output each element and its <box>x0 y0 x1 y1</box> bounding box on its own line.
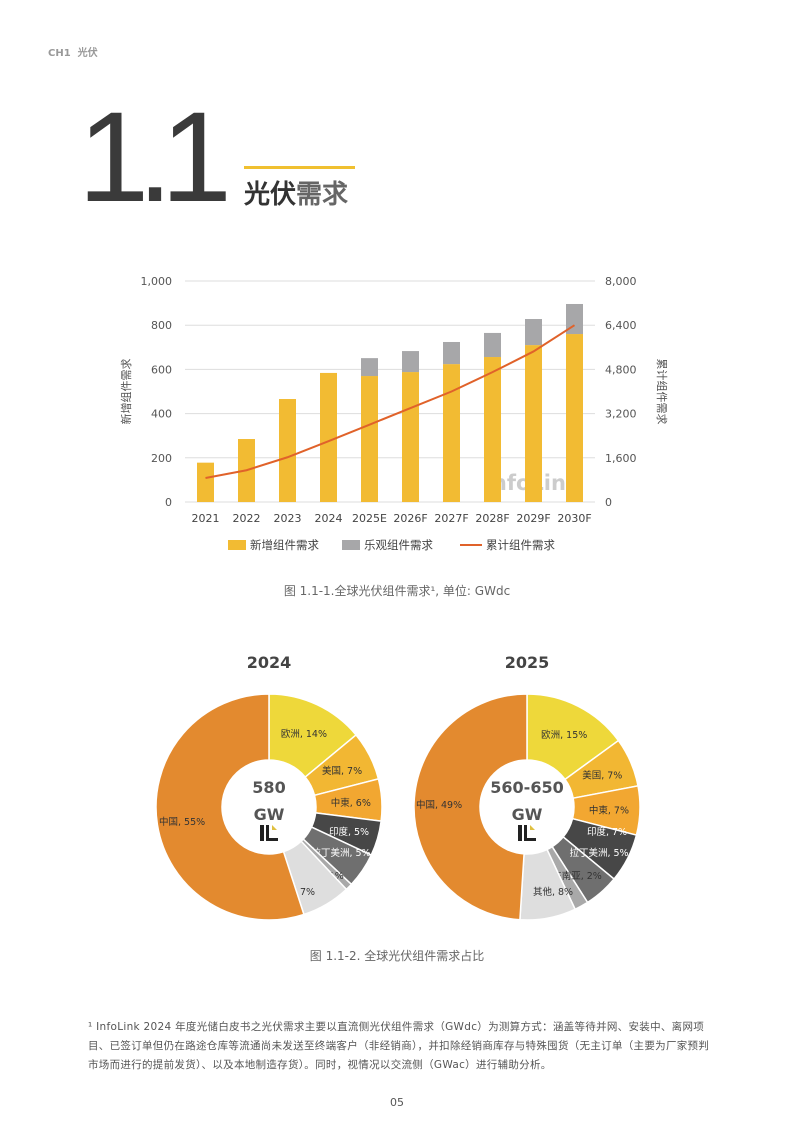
legend-label: 累计组件需求 <box>486 538 555 552</box>
footnote: ¹ InfoLink 2024 年度光储白皮书之光伏需求主要以直流侧光伏组件需求… <box>88 1021 710 1071</box>
legend-label: 乐观组件需求 <box>364 538 433 552</box>
bar-new <box>484 357 501 502</box>
cumulative-line <box>205 324 576 479</box>
y2-axis-label: 累计组件需求 <box>655 359 669 425</box>
accent-line <box>244 166 355 169</box>
bar-new <box>566 334 583 502</box>
bar-optimistic <box>525 319 542 346</box>
y2-tick-label: 6,400 <box>605 319 637 332</box>
bar-new <box>279 399 296 502</box>
donut-center-unit: GW <box>512 805 543 824</box>
bar-new <box>320 372 337 502</box>
x-tick-label: 2027F <box>434 512 468 525</box>
slice-label: 中国, 49% <box>416 799 462 811</box>
bar-optimistic <box>443 341 460 365</box>
section-title: 光伏需求 <box>244 174 348 211</box>
donut-slice <box>413 693 528 921</box>
slice-label: 欧洲, 14% <box>281 728 327 740</box>
section-title-b: 需求 <box>296 180 349 210</box>
y-tick-label: 800 <box>151 319 172 332</box>
section-title-a: 光伏 <box>244 180 297 210</box>
figure2-caption: 图 1.1-2. 全球光伏组件需求占比 <box>309 949 485 963</box>
x-tick-label: 2022 <box>233 512 261 525</box>
slice-label: 中東, 6% <box>331 797 371 809</box>
share-donut-charts: 2024 欧洲, 14% 美国, 7% 中東, 6% 印度, 5% 拉丁美洲, 5% 东南亚… <box>155 653 641 921</box>
slice-label: 美国, 7% <box>582 769 622 781</box>
bar-optimistic <box>361 358 378 377</box>
x-tick-label: 2025E <box>352 512 387 525</box>
y-tick-label: 600 <box>151 363 172 376</box>
logo-mark <box>518 825 522 841</box>
slice-label: 印度, 5% <box>329 826 369 838</box>
logo-mark <box>530 825 535 830</box>
donut-slice <box>155 693 305 921</box>
bar-optimistic <box>402 351 419 373</box>
x-tick-label: 2023 <box>274 512 302 525</box>
slice-label: 欧洲, 15% <box>541 729 587 741</box>
slice-label: 拉丁美洲, 5% <box>311 847 370 859</box>
slice-label: 美国, 7% <box>322 765 362 777</box>
bar-new <box>443 364 460 502</box>
chapter-title: 光伏 <box>77 48 98 59</box>
figure1-caption: 图 1.1-1.全球光伏组件需求¹, 单位: GWdc <box>283 584 511 598</box>
logo-mark <box>272 825 277 830</box>
logo-mark <box>524 825 536 841</box>
y-tick-label: 1,000 <box>141 275 173 288</box>
bar-new <box>197 462 214 502</box>
bar-new <box>525 345 542 502</box>
chapter-header: CH1 光伏 <box>48 44 98 59</box>
x-tick-label: 2024 <box>315 512 343 525</box>
y-tick-label: 400 <box>151 408 172 421</box>
slice-label: 东南亚, 2% <box>552 870 602 882</box>
slice-label: 印度, 7% <box>587 826 627 838</box>
y2-tick-label: 8,000 <box>605 275 637 288</box>
y2-tick-label: 0 <box>605 496 612 509</box>
donut-center-value: 580 <box>252 778 285 797</box>
y-tick-label: 200 <box>151 452 172 465</box>
donut-slice <box>526 693 620 781</box>
y2-tick-label: 3,200 <box>605 408 637 421</box>
slice-label: 中東, 7% <box>589 805 629 817</box>
legend-label: 新增组件需求 <box>250 538 319 552</box>
x-tick-label: 2028F <box>475 512 509 525</box>
section-number: 1.1 <box>78 86 232 229</box>
legend-swatch <box>228 540 246 550</box>
demand-bar-chart: 0 0 200 1,600 400 3,200 600 4,800 800 6,400 1,000 8… <box>119 275 669 552</box>
y2-tick-label: 4,800 <box>605 363 637 376</box>
x-tick-label: 2021 <box>192 512 220 525</box>
chapter-number: CH1 <box>48 48 71 59</box>
legend-swatch <box>342 540 360 550</box>
bar-optimistic <box>484 332 501 358</box>
donut-center-unit: GW <box>254 805 285 824</box>
y2-tick-label: 1,600 <box>605 452 637 465</box>
bar-new <box>361 376 378 502</box>
slice-label: 拉丁美洲, 5% <box>569 847 628 859</box>
donut-title: 2025 <box>505 653 550 672</box>
logo-mark <box>260 825 264 841</box>
bar-new <box>402 372 419 502</box>
donut-title: 2024 <box>247 653 292 672</box>
logo-mark <box>266 825 278 841</box>
x-tick-label: 2026F <box>393 512 427 525</box>
slice-label: 其他, 8% <box>533 886 573 898</box>
bar-optimistic <box>566 303 583 335</box>
x-tick-label: 2030F <box>557 512 591 525</box>
page-number: 05 <box>390 1096 404 1109</box>
y-tick-label: 0 <box>165 496 172 509</box>
donut-center-value: 560-650 <box>490 778 563 797</box>
slice-label: 中国, 55% <box>159 816 205 828</box>
y-axis-label: 新增组件需求 <box>119 359 133 425</box>
x-tick-label: 2029F <box>516 512 550 525</box>
